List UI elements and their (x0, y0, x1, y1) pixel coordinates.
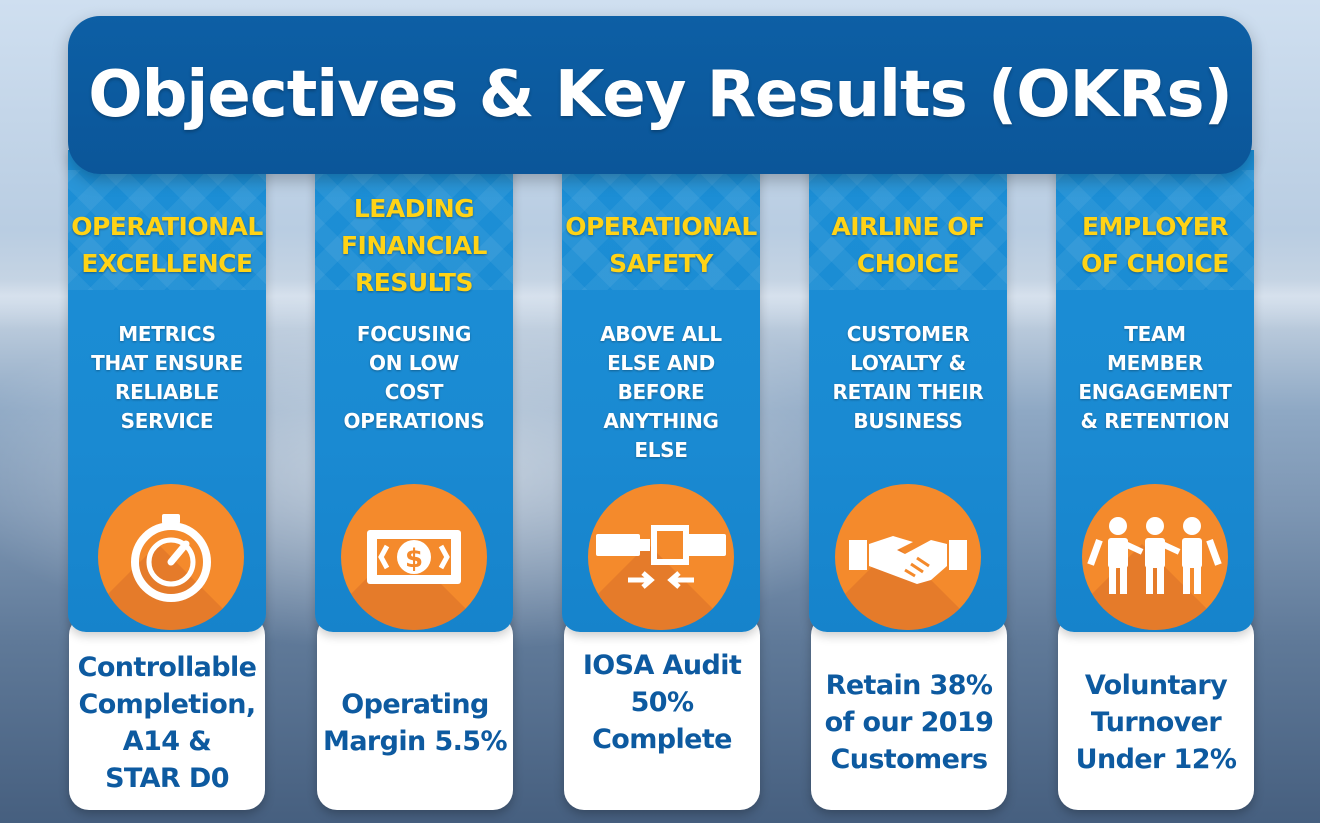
key-result-text: Controllable Completion, A14 & STAR D0 (77, 651, 257, 794)
key-result-text: Operating Margin 5.5% (323, 688, 507, 757)
okr-column-operational-safety: OPERATIONAL SAFETY ABOVE ALL ELSE AND BE… (562, 150, 760, 632)
key-result-card: IOSA Audit 50% Complete (564, 615, 760, 810)
seatbelt-icon (588, 484, 734, 630)
objective-title: AIRLINE OF CHOICE (831, 212, 985, 278)
key-result-text: Retain 38% of our 2019 Customers (824, 670, 994, 775)
team-people-icon (1082, 484, 1228, 630)
stopwatch-icon (98, 484, 244, 630)
objective-title: LEADING FINANCIAL RESULTS (340, 194, 488, 297)
objective-title: OPERATIONAL SAFETY (565, 212, 757, 278)
key-result-text: Voluntary Turnover Under 12% (1075, 670, 1237, 775)
objective-description: ABOVE ALL ELSE AND BEFORE ANYTHING ELSE (600, 322, 722, 462)
key-result-text: IOSA Audit 50% Complete (582, 650, 742, 755)
page-title: Objectives & Key Results (OKRs) (88, 58, 1233, 132)
okr-column-airline-of-choice: AIRLINE OF CHOICE CUSTOMER LOYALTY & RET… (809, 150, 1007, 632)
handshake-icon (835, 484, 981, 630)
key-result-card: Operating Margin 5.5% (317, 615, 513, 810)
dollar-bill-icon: $ (341, 484, 487, 630)
okr-column-employer-of-choice: EMPLOYER OF CHOICE TEAM MEMBER ENGAGEMEN… (1056, 150, 1254, 632)
svg-text:$: $ (405, 544, 423, 574)
key-result-card: Voluntary Turnover Under 12% (1058, 615, 1254, 810)
okr-column-operational-excellence: OPERATIONAL EXCELLENCE METRICS THAT ENSU… (68, 150, 266, 632)
key-result-card: Controllable Completion, A14 & STAR D0 (69, 615, 265, 810)
objective-description: TEAM MEMBER ENGAGEMENT & RETENTION (1078, 322, 1232, 433)
objective-title: OPERATIONAL EXCELLENCE (71, 212, 263, 278)
objective-description: METRICS THAT ENSURE RELIABLE SERVICE (91, 322, 243, 433)
objective-description: FOCUSING ON LOW COST OPERATIONS (343, 322, 485, 433)
objective-description: CUSTOMER LOYALTY & RETAIN THEIR BUSINESS (832, 322, 984, 433)
header-banner: Objectives & Key Results (OKRs) (68, 16, 1252, 174)
objective-title: EMPLOYER OF CHOICE (1081, 212, 1229, 278)
okr-column-leading-financial-results: LEADING FINANCIAL RESULTS FOCUSING ON LO… (315, 150, 513, 632)
key-result-card: Retain 38% of our 2019 Customers (811, 615, 1007, 810)
